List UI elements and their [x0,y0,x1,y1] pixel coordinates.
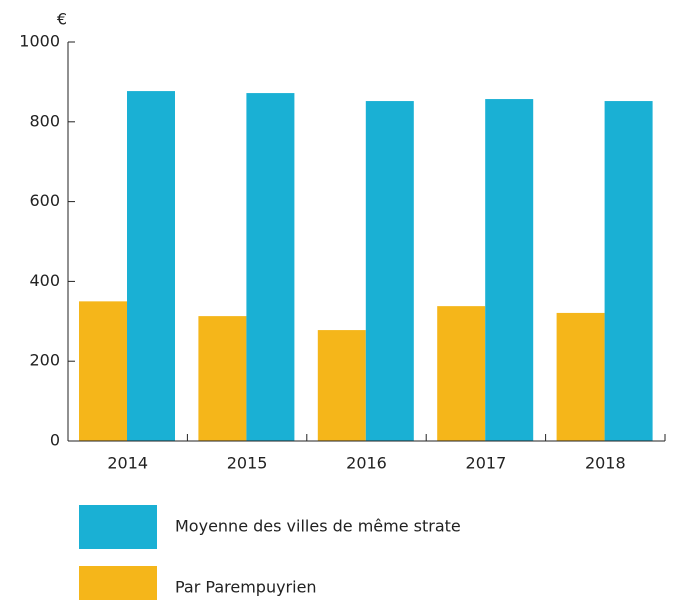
y-tick-label: 200 [29,351,60,370]
bar [79,301,127,441]
bar [437,306,486,441]
y-tick-label: 600 [29,191,60,210]
y-tick-label: 0 [50,431,60,450]
y-axis-unit: € [57,10,67,29]
y-tick-label: 1000 [19,32,60,51]
legend-label: Par Parempuyrien [175,578,317,597]
bar [604,101,653,441]
y-tick-label: 800 [29,111,60,130]
x-tick-label: 2015 [227,454,268,473]
bar [317,330,366,441]
bar [246,93,295,442]
bar [127,91,175,442]
bar [198,316,247,441]
bar [365,101,414,441]
legend-swatch [79,505,157,549]
legend-swatch [79,566,157,604]
bar [485,99,534,441]
x-tick-label: 2016 [346,454,387,473]
x-tick-label: 2017 [466,454,507,473]
x-tick-label: 2018 [585,454,626,473]
y-tick-label: 400 [29,271,60,290]
legend-label: Moyenne des villes de même strate [175,517,461,536]
bar [556,312,605,441]
x-tick-label: 2014 [107,454,148,473]
